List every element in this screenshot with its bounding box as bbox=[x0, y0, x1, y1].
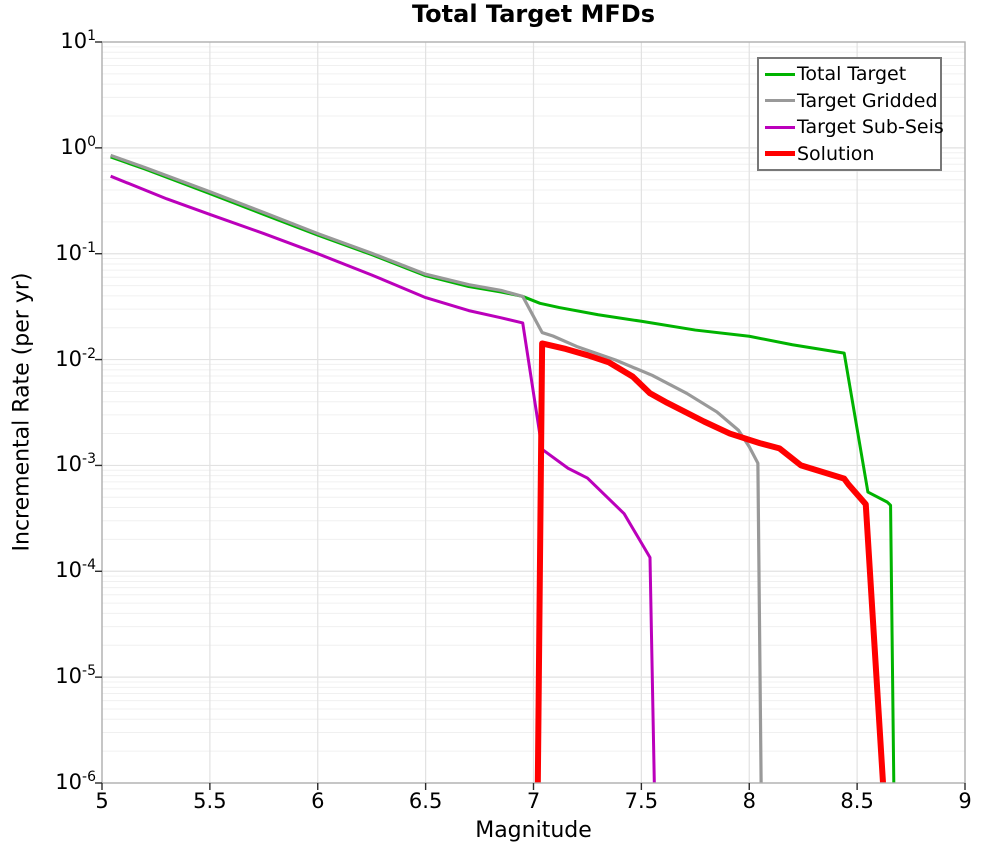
y-tick-label: 10-3 bbox=[55, 451, 96, 477]
legend-label: Solution bbox=[797, 142, 875, 165]
x-tick-label: 5.5 bbox=[193, 789, 227, 813]
y-tick-label: 10-1 bbox=[55, 239, 96, 265]
x-tick-label: 5 bbox=[95, 789, 109, 813]
x-tick-label: 8 bbox=[742, 789, 756, 813]
legend-line-swatch bbox=[765, 125, 795, 129]
legend-line-swatch bbox=[765, 99, 795, 103]
series-line-target-gridded bbox=[110, 153, 763, 784]
legend-label: Target Gridded bbox=[797, 89, 938, 112]
legend-item: Solution bbox=[765, 141, 934, 168]
y-tick-label: 100 bbox=[60, 133, 96, 159]
series-line-target-sub-seis bbox=[110, 174, 656, 784]
y-axis-label: Incremental Rate (per yr) bbox=[9, 272, 35, 552]
y-tick-label: 10-5 bbox=[55, 663, 96, 689]
legend-label: Target Sub-Seis bbox=[797, 116, 944, 139]
legend-label: Total Target bbox=[797, 63, 907, 86]
legend-item: Target Sub-Seis bbox=[765, 114, 944, 141]
x-axis-label: Magnitude bbox=[475, 818, 592, 843]
legend-line-swatch bbox=[765, 151, 795, 157]
y-tick-label: 10-6 bbox=[55, 769, 96, 794]
x-tick-label: 7.5 bbox=[624, 789, 659, 813]
x-tick-label: 7 bbox=[526, 789, 541, 813]
x-tick-label: 6 bbox=[311, 789, 325, 813]
y-tick-label: 10-4 bbox=[55, 557, 96, 583]
legend-line-swatch bbox=[765, 72, 795, 76]
x-tick-label: 6.5 bbox=[408, 789, 443, 813]
legend-item: Total Target bbox=[765, 61, 934, 88]
x-tick-label: 8.5 bbox=[840, 789, 874, 813]
legend: Total Target Target Gridded Target Sub-Sei… bbox=[757, 57, 944, 171]
series-line-solution bbox=[534, 340, 887, 784]
y-tick-label: 10-2 bbox=[55, 345, 96, 371]
y-tick-label: 101 bbox=[60, 28, 96, 53]
x-tick-label: 9 bbox=[958, 789, 972, 813]
chart-title: Total Target MFDs bbox=[412, 0, 655, 28]
legend-item: Target Gridded bbox=[765, 88, 938, 115]
